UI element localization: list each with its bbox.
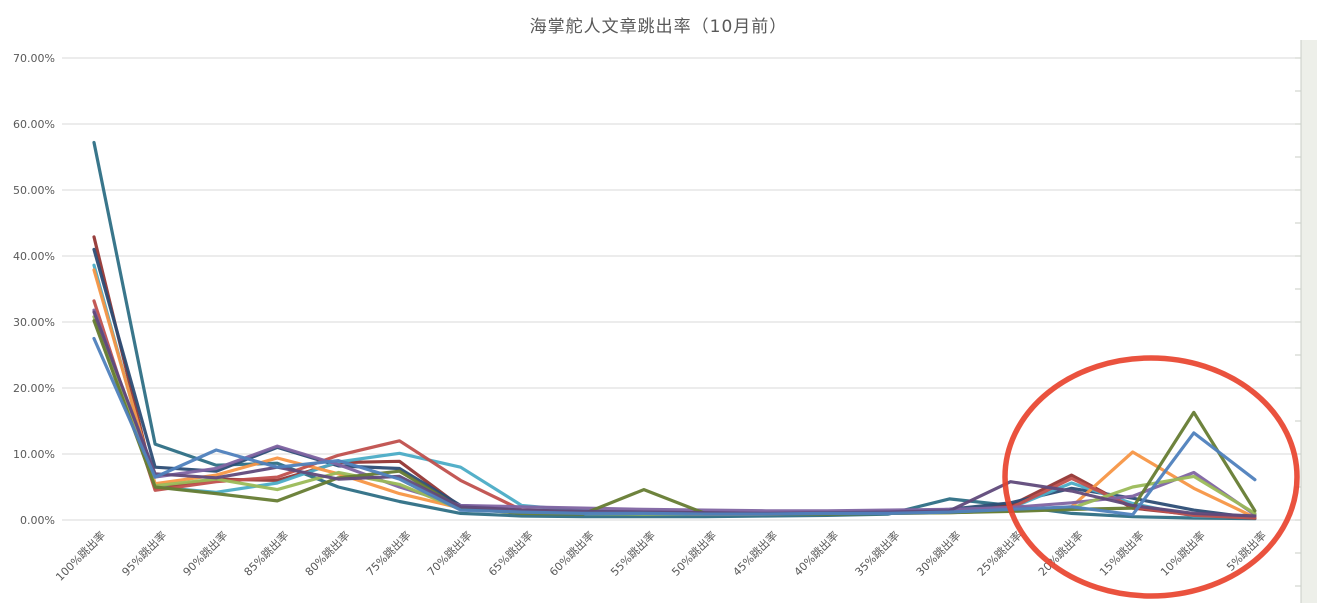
y-axis-label: 50.00% (13, 184, 55, 197)
x-axis-label: 40%跳出率 (791, 528, 842, 579)
x-axis-label: 75%跳出率 (363, 528, 414, 579)
x-axis-label: 95%跳出率 (119, 528, 170, 579)
x-axis-label: 25%跳出率 (974, 528, 1025, 579)
series-line-dark-red[interactable] (92, 235, 1257, 520)
chart-title: 海掌舵人文章跳出率（10月前） (529, 17, 788, 37)
y-axis-label: 0.00% (20, 514, 55, 527)
series-line-blue[interactable] (92, 336, 1257, 517)
x-axis-label: 65%跳出率 (485, 528, 536, 579)
adjacent-panel-edge (1301, 40, 1317, 603)
y-axis-label: 10.00% (13, 448, 55, 461)
x-axis-label: 70%跳出率 (424, 528, 475, 579)
x-axis-label: 90%跳出率 (180, 528, 231, 579)
x-axis-label: 60%跳出率 (546, 528, 597, 579)
x-axis-label: 80%跳出率 (302, 528, 353, 579)
series-line-purple[interactable] (92, 308, 1257, 517)
x-axis-label: 30%跳出率 (913, 528, 964, 579)
x-axis-label: 50%跳出率 (669, 528, 720, 579)
series-line-dark-teal[interactable] (92, 140, 1257, 521)
y-axis-label: 60.00% (13, 118, 55, 131)
x-axis-label: 10%跳出率 (1157, 528, 1208, 579)
x-axis-label: 55%跳出率 (607, 528, 658, 579)
x-axis-label: 85%跳出率 (241, 528, 292, 579)
y-axis-label: 30.00% (13, 316, 55, 329)
x-axis-label: 45%跳出率 (730, 528, 781, 579)
series-line-olive-green[interactable] (92, 319, 1257, 516)
x-axis-label: 15%跳出率 (1096, 528, 1147, 579)
y-axis-label: 70.00% (13, 52, 55, 65)
y-axis-label: 20.00% (13, 382, 55, 395)
x-axis-label: 100%跳出率 (53, 528, 108, 583)
highlight-ellipse[interactable] (1002, 355, 1300, 599)
y-axis-label: 40.00% (13, 250, 55, 263)
x-axis-label: 35%跳出率 (852, 528, 903, 579)
